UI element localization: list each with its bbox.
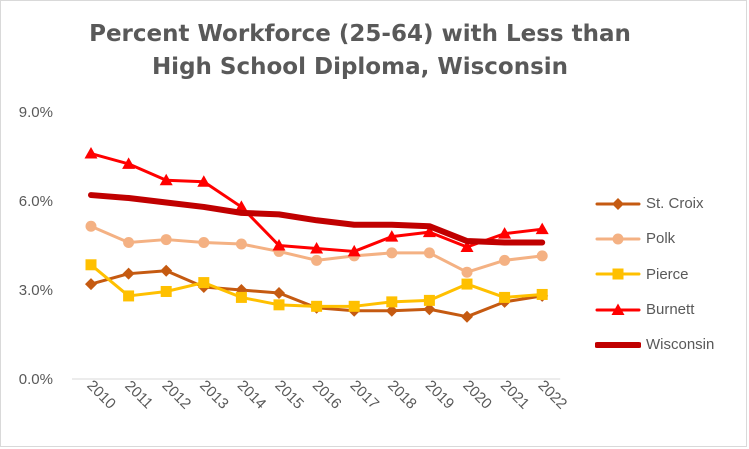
series-burnett [84, 147, 549, 257]
data-point-pierce [423, 294, 435, 306]
data-point-polk [461, 266, 473, 278]
data-point-pierce [499, 291, 511, 303]
legend-item-pierce: Pierce [595, 257, 714, 292]
legend-item-st-croix: St. Croix [595, 186, 714, 221]
data-point-polk [536, 250, 548, 262]
legend-swatch [595, 197, 641, 210]
data-point-pierce [273, 299, 285, 311]
data-point-burnett [84, 147, 98, 159]
x-tick-label: 2013 [196, 377, 232, 413]
data-point-burnett [347, 244, 361, 257]
legend-swatch [595, 233, 641, 245]
data-point-polk [85, 220, 97, 232]
legend-item-wisconsin: Wisconsin [595, 327, 714, 362]
data-point-burnett [460, 240, 474, 252]
x-tick-label: 2017 [347, 377, 383, 413]
series-pierce [85, 259, 548, 312]
y-tick-label: 9.0% [19, 104, 53, 121]
series-wisconsin [88, 192, 546, 246]
data-point-polk [235, 238, 247, 250]
x-tick-label: 2018 [384, 377, 420, 413]
data-point-burnett [122, 157, 136, 169]
series-polk [85, 220, 548, 278]
data-point-st-croix [273, 286, 285, 299]
y-tick-label: 6.0% [19, 193, 53, 210]
legend-label: Polk [646, 230, 676, 248]
data-point-burnett [197, 175, 211, 187]
data-point-pierce [235, 291, 247, 303]
data-point-polk [311, 254, 323, 266]
data-point-burnett [422, 225, 436, 238]
x-tick-label: 2014 [234, 377, 270, 413]
x-tick-label: 2021 [497, 377, 533, 413]
legend-label: Burnett [646, 301, 695, 319]
x-tick-label: 2020 [459, 377, 495, 413]
data-point-polk [386, 247, 398, 259]
x-tick-label: 2019 [422, 377, 458, 413]
data-point-polk [499, 254, 511, 266]
data-point-pierce [536, 288, 548, 300]
data-point-pierce [311, 300, 323, 312]
data-point-st-croix [461, 310, 473, 323]
legend-label: St. Croix [646, 195, 704, 213]
data-point-polk [160, 234, 172, 246]
legend-swatch [595, 303, 641, 315]
legend-swatch [595, 341, 641, 348]
x-tick-label: 2015 [271, 377, 307, 413]
legend-marker [612, 268, 624, 280]
legend-item-burnett: Burnett [595, 292, 714, 327]
x-tick-label: 2012 [159, 377, 195, 413]
x-tick-label: 2010 [83, 377, 119, 413]
data-point-polk [198, 237, 210, 249]
y-tick-label: 0.0% [19, 371, 53, 388]
data-point-burnett [385, 230, 399, 242]
legend-label: Wisconsin [646, 336, 715, 354]
y-tick-label: 3.0% [19, 282, 53, 299]
x-tick-label: 2011 [121, 377, 156, 412]
data-point-pierce [85, 259, 97, 271]
data-point-st-croix [160, 264, 173, 277]
chart-title-line-2: High School Diploma, Wisconsin [151, 54, 569, 80]
data-point-burnett [234, 200, 248, 212]
data-point-pierce [348, 300, 360, 312]
legend-marker [612, 233, 624, 245]
chart-legend: St. Croix Polk Pierce Burnett Wisconsin [595, 186, 714, 362]
data-point-burnett [159, 173, 173, 186]
data-point-burnett [498, 227, 512, 239]
data-point-burnett [272, 239, 286, 251]
legend-swatch [595, 268, 641, 280]
x-tick-label: 2022 [535, 377, 571, 413]
data-point-st-croix [122, 267, 135, 280]
data-point-burnett [310, 241, 324, 254]
legend-item-polk: Polk [595, 221, 714, 256]
chart-title-line-1: Percent Workforce (25-64) with Less than [89, 21, 631, 47]
data-point-pierce [160, 285, 172, 297]
data-point-st-croix [385, 304, 398, 317]
data-point-pierce [198, 277, 210, 289]
data-point-pierce [461, 278, 473, 290]
data-point-st-croix [423, 303, 436, 316]
x-tick-label: 2016 [309, 377, 345, 413]
data-point-polk [123, 237, 135, 249]
legend-marker [612, 197, 624, 210]
chart-title: Percent Workforce (25-64) with Less than… [0, 18, 720, 84]
data-point-polk [423, 247, 435, 259]
data-point-pierce [386, 296, 398, 308]
legend-marker [611, 303, 625, 315]
series-line-wisconsin [88, 192, 546, 246]
legend-label: Pierce [646, 265, 689, 283]
data-point-pierce [123, 290, 135, 302]
data-point-st-croix [85, 278, 97, 291]
data-point-burnett [535, 222, 549, 235]
